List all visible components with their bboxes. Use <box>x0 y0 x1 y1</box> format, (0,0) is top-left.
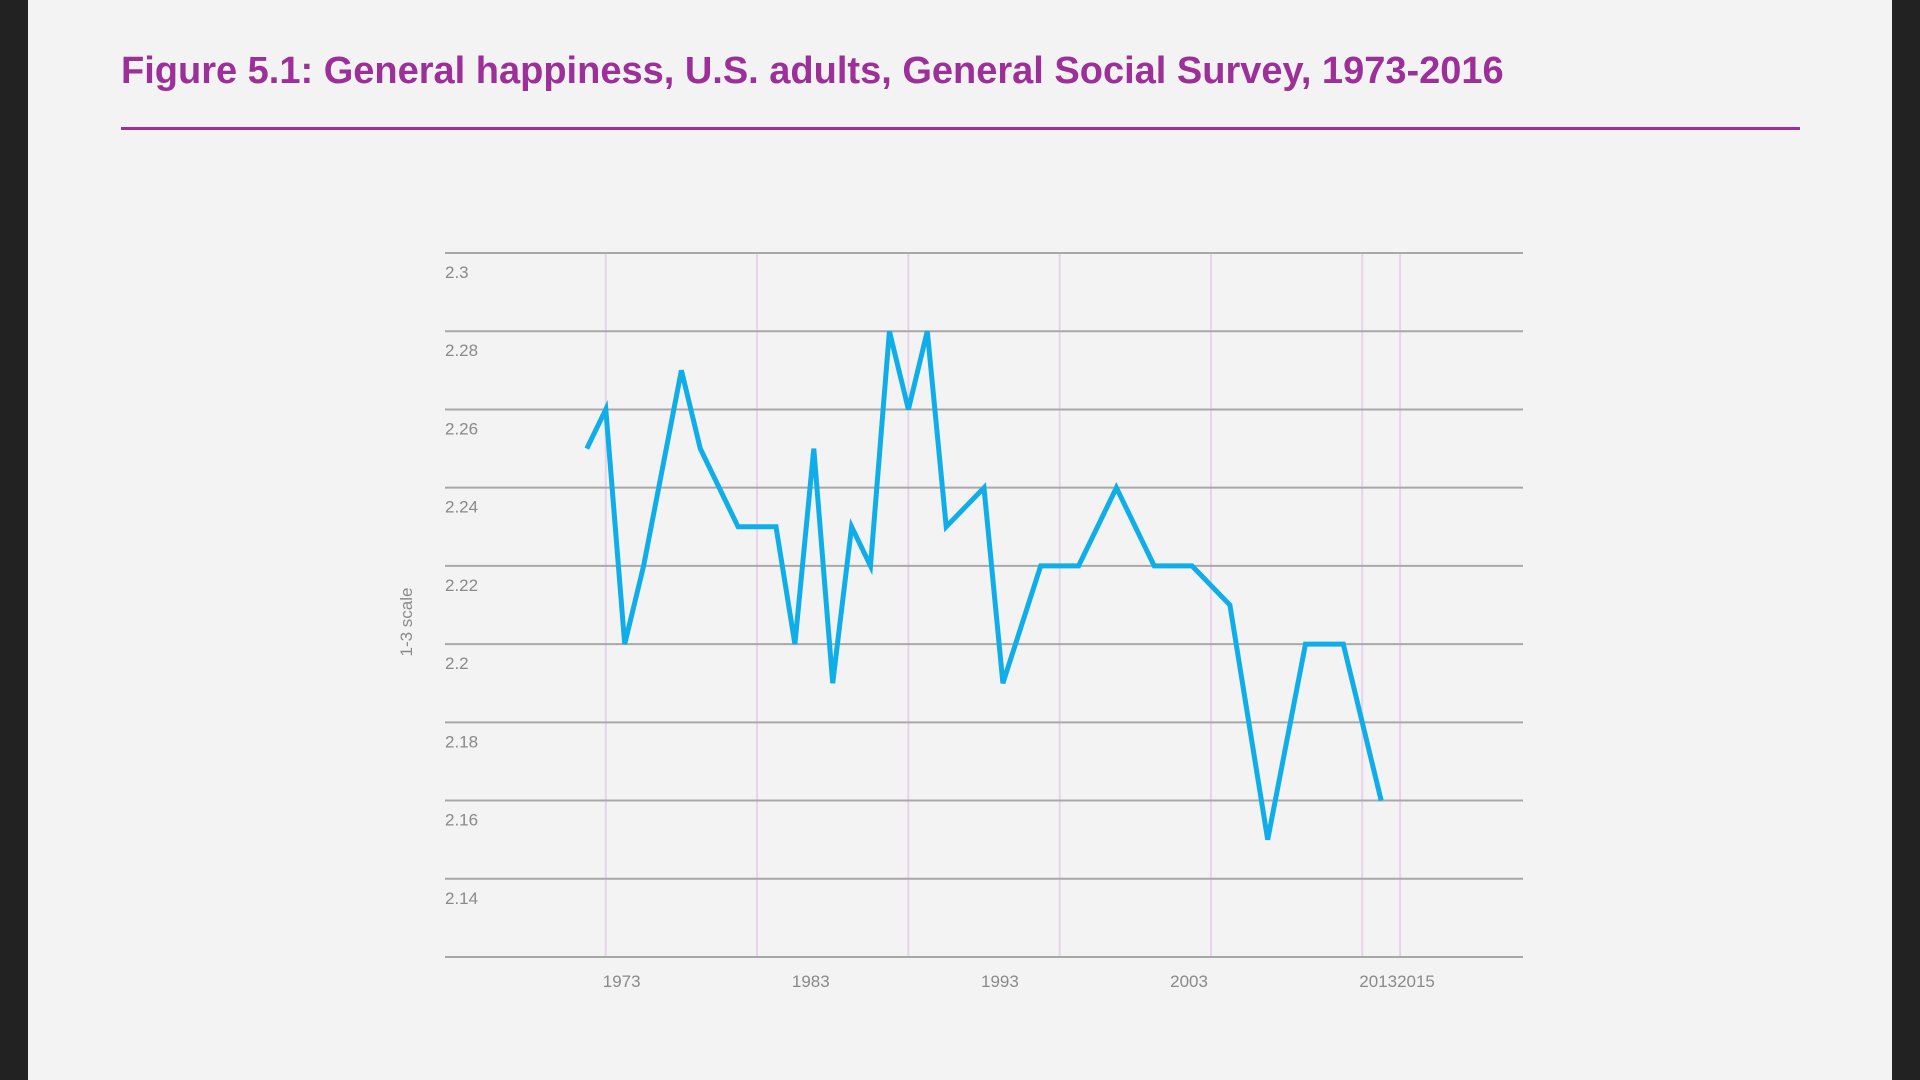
x-tick-label-0: 1973 <box>603 972 641 991</box>
y-tick-label-3: 2.2 <box>445 654 469 673</box>
x-tick-label-2: 1993 <box>981 972 1019 991</box>
x-tick-label-3: 2003 <box>1170 972 1208 991</box>
series-line-0 <box>584 330 1384 841</box>
x-axis-tick-labels: 1973 1983 1993 2003 2013 2015 <box>603 972 1435 991</box>
title-underline <box>121 127 1800 130</box>
y-tick-label-2: 2.18 <box>445 732 478 751</box>
y-tick-label-4: 2.22 <box>445 576 478 595</box>
y-tick-label-5: 2.24 <box>445 498 478 517</box>
y-axis-title: 1-3 scale <box>397 588 416 657</box>
chart-title: Figure 5.1: General happiness, U.S. adul… <box>121 50 1504 92</box>
x-tick-label-5: 2015 <box>1397 972 1435 991</box>
y-tick-label-7: 2.28 <box>445 341 478 360</box>
x-tick-label-1: 1983 <box>792 972 830 991</box>
y-tick-label-6: 2.26 <box>445 419 478 438</box>
series-group <box>584 330 1384 841</box>
y-tick-label-8: 2.3 <box>445 263 469 282</box>
vertical-gridlines <box>604 253 1402 957</box>
y-tick-label-1: 2.16 <box>445 811 478 830</box>
x-tick-label-4: 2013 <box>1359 972 1397 991</box>
y-tick-label-0: 2.14 <box>445 889 478 908</box>
page-background: Figure 5.1: General happiness, U.S. adul… <box>28 0 1892 1080</box>
y-axis-tick-labels: 2.14 2.16 2.18 2.2 2.22 2.24 2.26 2.28 2.3 <box>445 263 478 908</box>
